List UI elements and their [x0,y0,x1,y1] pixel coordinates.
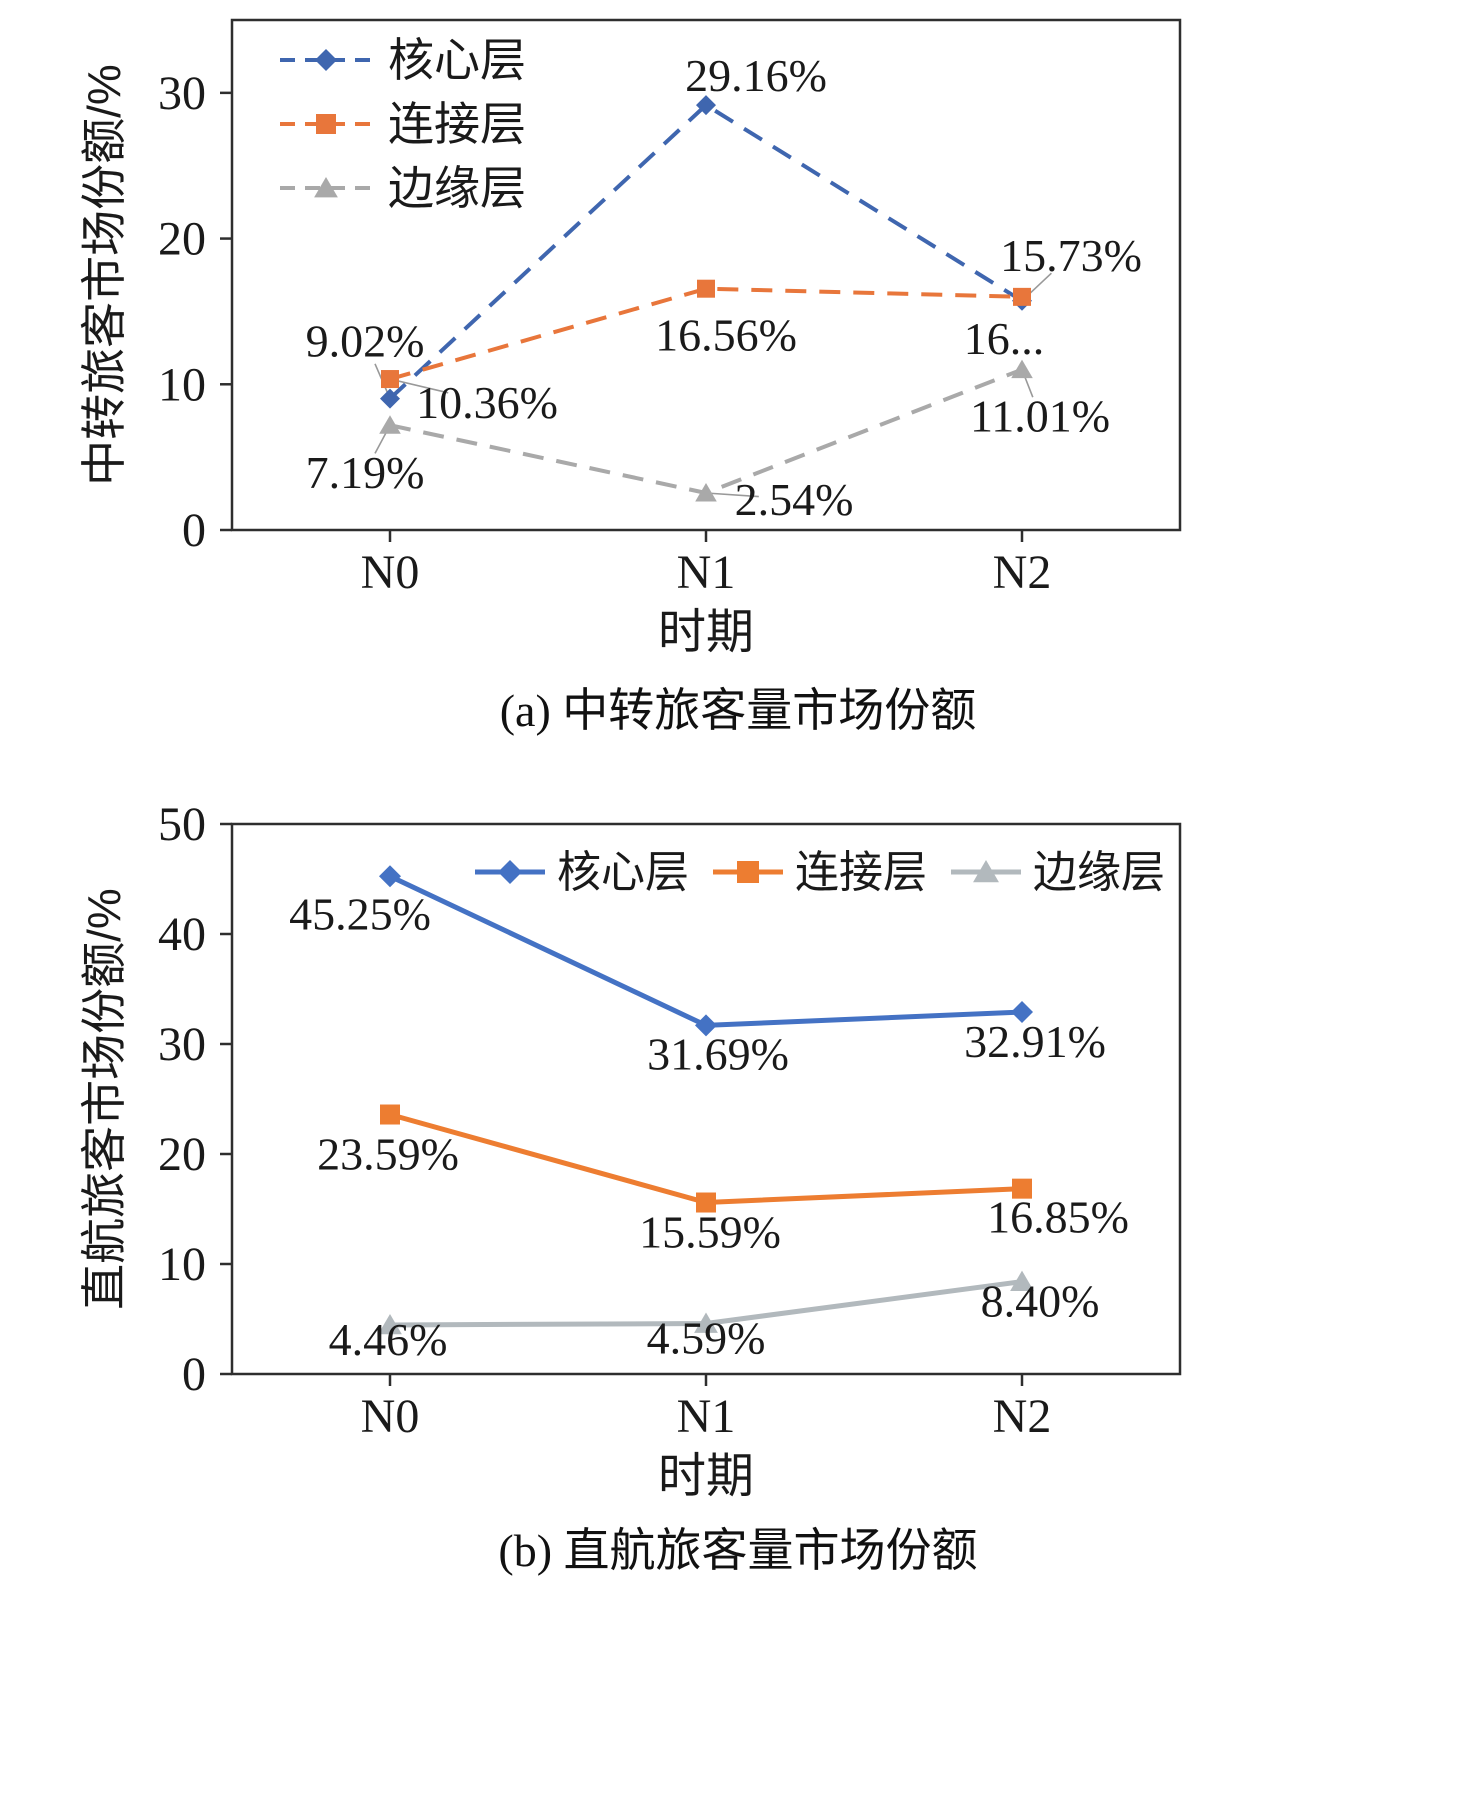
data-label: 9.02% [306,316,425,367]
data-label: 10.36% [416,377,558,428]
legend-item: 边缘层 [951,848,1165,897]
legend-marker [316,114,336,134]
data-label: 16.56% [655,310,797,361]
y-tick-label: 30 [158,1018,206,1071]
legend-item: 核心层 [280,34,526,86]
chart-b-figure: 0 10 20 30 40 50 N0 N1 N2 时期 直航旅客市场份额/% 45.25% 31.69… [0,804,1476,1580]
y-tick-label: 20 [158,213,206,266]
x-axis: N0 N1 N2 [361,530,1052,599]
series-marker-1 [1012,1178,1032,1199]
legend-marker [498,860,522,884]
x-tick-label: N0 [361,1390,420,1443]
data-label: 8.40% [981,1276,1100,1327]
y-tick-label: 50 [158,804,206,851]
label-leader [705,492,759,498]
legend-label: 边缘层 [388,162,526,214]
series-line-0 [388,102,1024,401]
legend: 核心层 连接层 边缘层 [475,848,1165,897]
legend-label: 边缘层 [1033,848,1165,897]
data-label: 4.46% [329,1314,448,1365]
y-axis-title: 中转旅客市场份额/% [78,64,130,486]
y-tick-label: 20 [158,1128,206,1181]
data-label: 15.73% [1000,230,1142,281]
y-tick-label: 10 [158,358,206,411]
legend-marker [973,860,999,883]
chart-b-canvas: 0 10 20 30 40 50 N0 N1 N2 时期 直航旅客市场份额/% 45.25% 31.69… [78,804,1182,1503]
series-marker-0 [379,865,401,888]
legend-label: 连接层 [388,98,526,150]
series-line-1 [389,1112,1023,1206]
legend-marker [314,177,338,198]
legend-label: 核心层 [388,34,526,86]
y-axis-title: 直航旅客市场份额/% [78,888,130,1310]
x-tick-label: N2 [993,1390,1052,1443]
data-label: 16... [964,313,1045,364]
data-label: 2.54% [735,474,854,525]
data-label: 45.25% [289,888,431,939]
data-label: 16.85% [987,1192,1129,1243]
series-marker-0 [695,1014,717,1037]
chart-a-caption: (a) 中转旅客量市场份额 [499,685,977,736]
x-axis-title: 时期 [658,606,754,659]
x-tick-label: N1 [677,546,736,599]
label-leader [389,378,449,394]
series-marker-2 [694,1312,718,1333]
x-axis: N0 N1 N2 [361,1374,1052,1443]
chart-a-figure: 0 10 20 30 N0 N1 N2 时期 中转旅客市场份额/% 9.02% 29.16% 15.7… [0,0,1476,740]
y-axis: 0 10 20 30 40 50 [158,804,232,1401]
y-tick-label: 0 [182,1348,206,1401]
series-marker-1 [696,1192,716,1213]
y-tick-label: 10 [158,1238,206,1291]
x-axis-title: 时期 [658,1450,754,1503]
series-marker-0 [1011,1000,1033,1023]
data-label: 23.59% [317,1129,459,1180]
data-label: 4.59% [647,1313,766,1364]
x-tick-label: N2 [993,546,1052,599]
series-marker-1 [381,370,399,389]
x-tick-label: N1 [677,1390,736,1443]
series-marker-2 [1011,359,1033,379]
series-marker-2 [378,1313,402,1335]
data-label: 7.19% [306,447,425,498]
legend-label: 核心层 [557,848,689,897]
series-marker-1 [697,279,715,298]
legend-item: 连接层 [713,848,927,897]
series-marker-1 [1013,287,1031,306]
y-axis: 0 10 20 30 [158,67,232,557]
data-label: 15.59% [639,1207,781,1258]
series-marker-2 [379,415,401,434]
data-label: 31.69% [647,1028,789,1079]
x-tick-label: N0 [361,546,420,599]
data-label: 32.91% [964,1016,1106,1067]
series-line-1 [389,286,1023,381]
legend-item: 核心层 [475,848,689,897]
chart-b-caption: (b) 直航旅客量市场份额 [498,1525,978,1576]
y-tick-label: 40 [158,908,206,961]
series-marker-0 [696,95,716,116]
series-marker-1 [380,1104,400,1125]
legend-item: 边缘层 [280,162,526,214]
chart-a-canvas: 0 10 20 30 N0 N1 N2 时期 中转旅客市场份额/% 9.02% 29.16% 15.7… [78,18,1182,659]
data-label: 29.16% [685,50,827,101]
data-label: 11.01% [970,391,1110,442]
legend-marker [315,49,337,71]
series-line-0 [388,873,1023,1028]
y-tick-label: 0 [182,504,206,557]
y-tick-label: 30 [158,67,206,120]
legend-label: 连接层 [795,848,927,897]
series-marker-2 [1010,1270,1034,1291]
legend-item: 连接层 [280,98,526,150]
legend-marker [737,861,759,883]
series-marker-0 [380,388,400,409]
series-marker-2 [695,482,717,502]
